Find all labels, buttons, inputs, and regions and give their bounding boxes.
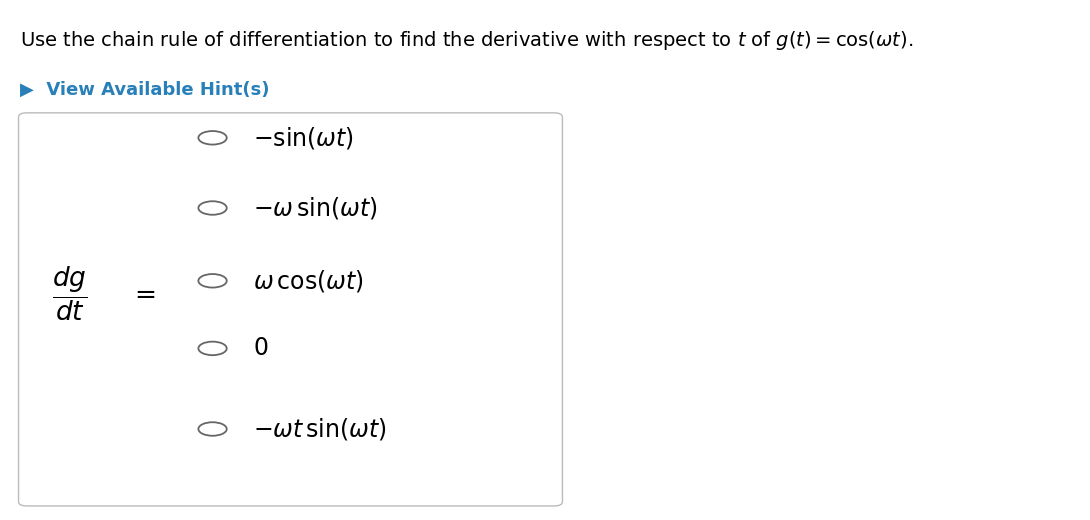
Text: $0$: $0$	[253, 336, 268, 360]
Text: $-\sin(\omega t)$: $-\sin(\omega t)$	[253, 125, 354, 151]
Circle shape	[198, 131, 227, 145]
Text: $=$: $=$	[129, 281, 155, 307]
Text: Use the chain rule of differentiation to find the derivative with respect to $t$: Use the chain rule of differentiation to…	[20, 29, 912, 51]
Circle shape	[198, 342, 227, 355]
Text: $-\omega t\,\sin(\omega t)$: $-\omega t\,\sin(\omega t)$	[253, 416, 387, 442]
Circle shape	[198, 422, 227, 436]
Text: $-\omega\,\sin(\omega t)$: $-\omega\,\sin(\omega t)$	[253, 195, 377, 221]
Text: ▶  View Available Hint(s): ▶ View Available Hint(s)	[20, 81, 269, 99]
Circle shape	[198, 274, 227, 288]
Text: $\omega\,\cos(\omega t)$: $\omega\,\cos(\omega t)$	[253, 268, 364, 294]
Text: $\dfrac{dg}{dt}$: $\dfrac{dg}{dt}$	[52, 265, 88, 323]
FancyBboxPatch shape	[19, 113, 562, 506]
Circle shape	[198, 201, 227, 215]
